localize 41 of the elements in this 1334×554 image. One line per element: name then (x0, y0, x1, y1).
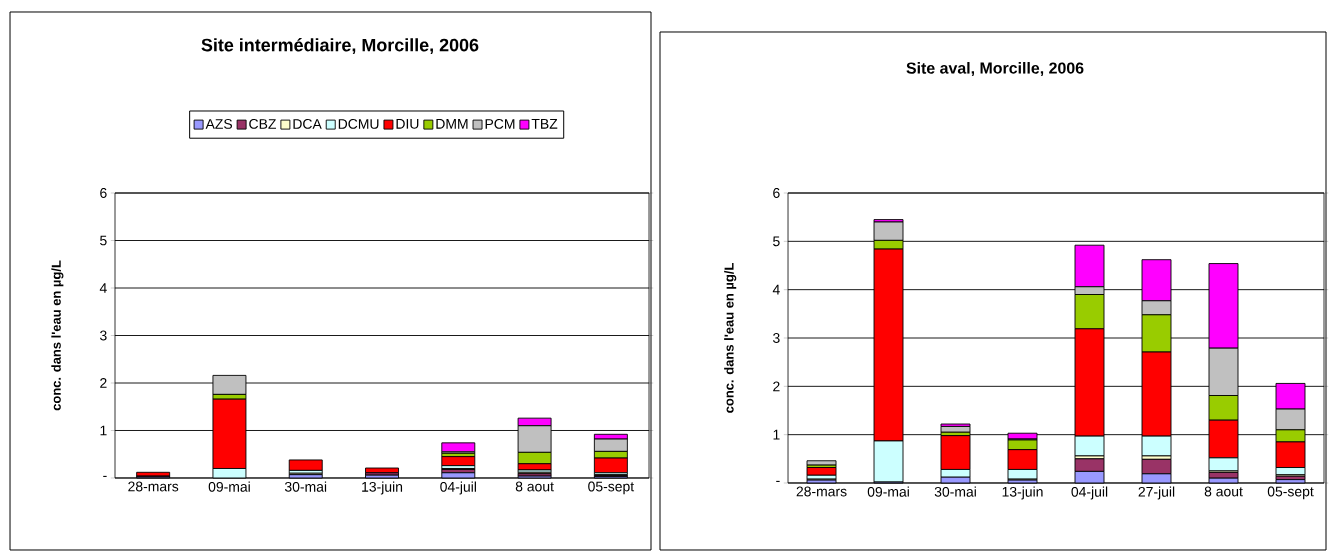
chart-title: Site intermédiaire, Morcille, 2006 (201, 38, 479, 54)
x-tick-label: 09-mai (208, 481, 250, 492)
legend-label: AZS (205, 118, 233, 129)
y-tick-label: 5 (100, 235, 107, 246)
legend-label: PCM (485, 118, 515, 129)
y-tick-label: 6 (100, 188, 107, 198)
x-tick-label: 13-juin (1002, 486, 1043, 500)
x-tick-label: 05-sept (588, 481, 635, 495)
y-tick-label: 6 (773, 188, 780, 198)
chart-title: Site aval, Morcille, 2006 (906, 62, 1084, 77)
x-tick-label: 09-mai (867, 486, 909, 497)
x-tick-label: 28-mars (796, 486, 847, 497)
y-tick-label: 2 (100, 378, 107, 388)
legend-label: DMM (436, 119, 468, 129)
x-tick-label: 28-mars (128, 481, 179, 492)
x-tick-label: 05-sept (1267, 486, 1314, 500)
x-tick-label: 27-juil (1138, 486, 1175, 500)
legend-label: DIU (396, 119, 419, 129)
legend-label: TBZ (531, 119, 558, 129)
x-tick-label: 04-juil (440, 481, 476, 495)
x-tick-label: 30-mai (934, 486, 976, 497)
y-axis-title: conc. dans l'eau en µg/L (51, 260, 64, 411)
y-tick-label: 2 (773, 381, 780, 392)
x-tick-label: 04-juil (1071, 486, 1108, 500)
y-tick-label: - (103, 475, 107, 477)
y-tick-label: - (776, 480, 780, 482)
y-tick-label: 3 (773, 333, 780, 343)
y-tick-label: 4 (99, 283, 107, 293)
x-tick-label: 30-mai (284, 481, 327, 492)
x-tick-label: 13-juin (362, 481, 403, 495)
y-tick-label: 1 (773, 429, 780, 440)
y-tick-label: 1 (100, 425, 107, 436)
y-axis-title: conc. dans l'eau en µg/L (724, 263, 737, 413)
x-tick-label: 8 aout (515, 481, 554, 492)
legend-label: DCMU (338, 118, 379, 129)
y-tick-label: 4 (772, 284, 780, 295)
y-tick-label: 3 (100, 330, 107, 341)
x-tick-label: 8 aout (1204, 486, 1243, 497)
legend-label: DCA (293, 118, 322, 129)
legend-label: CBZ (249, 118, 277, 129)
y-tick-label: 5 (773, 236, 780, 247)
